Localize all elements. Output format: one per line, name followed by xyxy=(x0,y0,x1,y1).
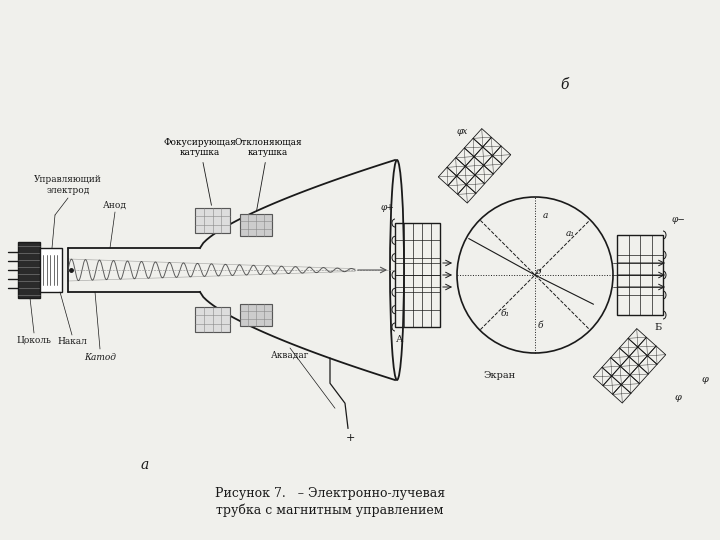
Text: трубка с магнитным управлением: трубка с магнитным управлением xyxy=(216,503,444,517)
Text: φ−: φ− xyxy=(671,215,685,225)
Text: Аквадаг: Аквадаг xyxy=(271,350,310,360)
Polygon shape xyxy=(240,214,272,236)
Text: а₁: а₁ xyxy=(565,228,575,238)
Text: Б: Б xyxy=(654,322,662,332)
Text: б₁: б₁ xyxy=(500,308,510,318)
Text: Экран: Экран xyxy=(484,370,516,380)
Text: Цоколь: Цоколь xyxy=(17,335,51,345)
Text: Накал: Накал xyxy=(57,338,87,347)
Text: б: б xyxy=(561,78,570,92)
Text: Анод: Анод xyxy=(103,200,127,210)
Text: φ: φ xyxy=(701,375,708,384)
Text: а: а xyxy=(141,458,149,472)
Text: +: + xyxy=(346,433,355,443)
Polygon shape xyxy=(195,208,230,233)
Text: φ: φ xyxy=(675,393,681,402)
Text: Отклоняющая
катушка: Отклоняющая катушка xyxy=(234,138,302,211)
Text: Катод: Катод xyxy=(84,353,116,361)
Text: о: о xyxy=(535,267,541,276)
Polygon shape xyxy=(18,242,40,298)
Text: Фокусирующая
катушка: Фокусирующая катушка xyxy=(163,138,236,205)
Polygon shape xyxy=(240,304,272,326)
Polygon shape xyxy=(40,248,62,292)
Text: φ+: φ+ xyxy=(380,202,394,212)
Text: Управляющий
электрод: Управляющий электрод xyxy=(34,176,102,195)
Text: φx: φx xyxy=(456,127,468,137)
Polygon shape xyxy=(195,307,230,332)
Text: б: б xyxy=(537,321,543,329)
Text: а: а xyxy=(542,211,548,219)
Text: А: А xyxy=(396,334,404,343)
Text: Рисунок 7.   – Электронно-лучевая: Рисунок 7. – Электронно-лучевая xyxy=(215,487,445,500)
